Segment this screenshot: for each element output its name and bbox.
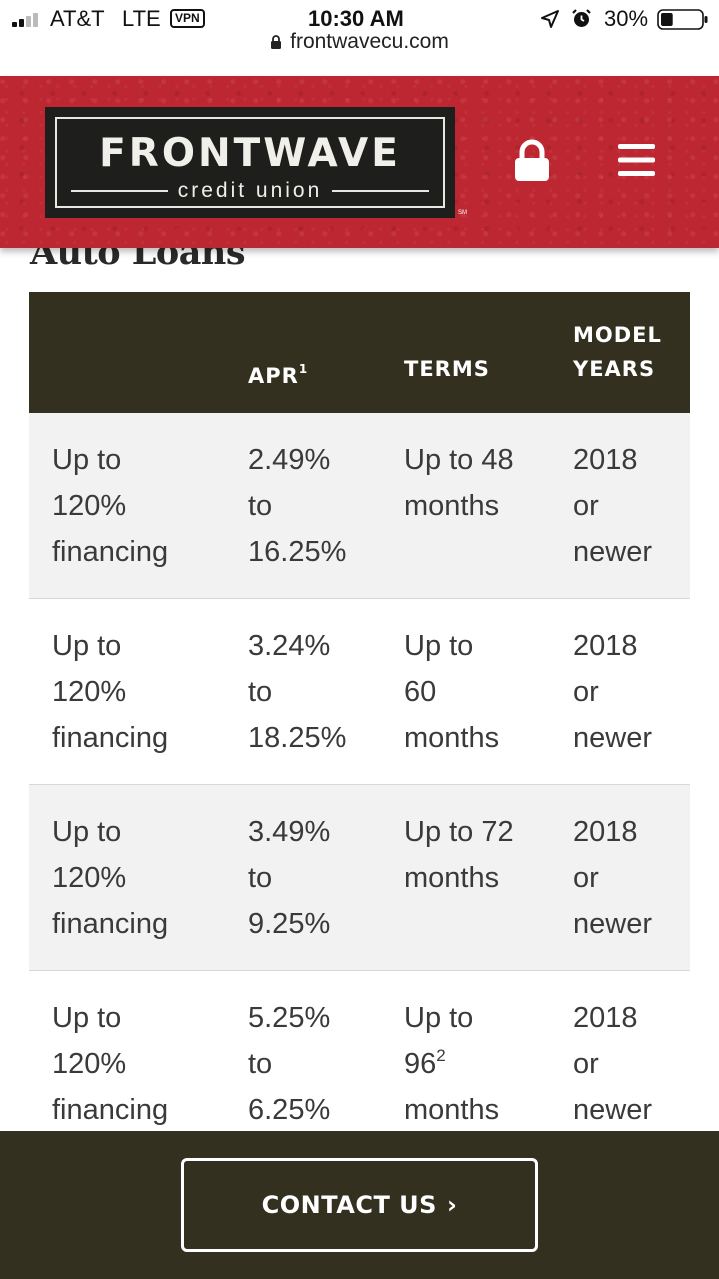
alarm-clock-icon xyxy=(572,9,591,27)
logo-frame: FRONTWAVE credit union xyxy=(55,117,445,208)
status-bar: AT&T LTE VPN 10:30 AM 30% frontwavecu.co… xyxy=(0,0,719,53)
footnote-marker: 2 xyxy=(436,1046,446,1065)
cell-terms: Up to 60 months xyxy=(404,630,500,754)
footnote-marker: 1 xyxy=(298,362,309,376)
table-row: Up to 120% financing 3.24% to 18.25% Up … xyxy=(29,599,690,785)
logo-subtitle-row: credit union xyxy=(71,179,430,203)
contact-bar: CONTACT US › xyxy=(0,1131,719,1279)
logo-rule-right xyxy=(332,190,430,192)
contact-us-label: CONTACT US xyxy=(261,1191,437,1219)
cell-terms: Up to 72 months xyxy=(404,816,514,894)
header-col-terms: TERMS xyxy=(404,357,490,381)
secure-lock-icon xyxy=(271,35,282,49)
table-row: Up to 120% financing 5.25% to 6.25% Up t… xyxy=(29,971,690,1157)
table-header-row: APR1 TERMS MODEL YEARS xyxy=(29,292,690,413)
logo-rule-left xyxy=(71,190,168,192)
cell-terms-text: Up to 96 xyxy=(404,1002,474,1080)
cell-model-years: 2018 or newer xyxy=(573,630,652,754)
cell-financing: Up to 120% financing xyxy=(52,444,169,568)
contact-us-button[interactable]: CONTACT US › xyxy=(181,1158,538,1252)
table-row: Up to 120% financing 2.49% to 16.25% Up … xyxy=(29,413,690,599)
url-bar[interactable]: frontwavecu.com xyxy=(0,30,719,60)
header-col-model-years: MODEL YEARS xyxy=(573,323,662,381)
battery-icon xyxy=(657,9,708,30)
hamburger-menu-icon[interactable] xyxy=(618,143,655,177)
chevron-right-icon: › xyxy=(446,1191,458,1219)
cell-terms: Up to 962 months xyxy=(404,995,499,1133)
clock: 10:30 AM xyxy=(308,6,404,31)
cell-model-years: 2018 or newer xyxy=(573,444,652,568)
header-col-apr: APR1 xyxy=(248,352,308,393)
cell-terms: Up to 48 months xyxy=(404,444,514,522)
site-header: FRONTWAVE credit union SM xyxy=(0,76,719,248)
lock-icon[interactable] xyxy=(513,139,551,183)
cell-financing: Up to 120% financing xyxy=(52,630,169,754)
url-text: frontwavecu.com xyxy=(290,30,449,53)
header-apr-label: APR xyxy=(248,364,299,388)
vpn-badge: VPN xyxy=(170,9,205,28)
logo-wordmark: FRONTWAVE xyxy=(99,131,401,176)
cell-model-years: 2018 or newer xyxy=(573,1002,652,1126)
battery-percent: 30% xyxy=(604,6,649,31)
cell-terms-unit: months xyxy=(404,1094,500,1126)
cell-financing: Up to 120% financing xyxy=(52,1002,169,1126)
cell-apr: 3.24% to 18.25% xyxy=(248,630,347,754)
table-row: Up to 120% financing 3.49% to 9.25% Up t… xyxy=(29,785,690,971)
cell-apr: 5.25% to 6.25% xyxy=(248,1002,331,1126)
cell-model-years: 2018 or newer xyxy=(573,816,652,940)
network-label: LTE xyxy=(122,6,161,31)
cell-financing: Up to 120% financing xyxy=(52,816,169,940)
service-mark: SM xyxy=(458,210,467,216)
location-arrow-icon xyxy=(541,10,559,28)
cell-apr: 2.49% to 16.25% xyxy=(248,444,347,568)
carrier-label: AT&T xyxy=(50,6,105,31)
logo-subtitle: credit union xyxy=(177,179,323,202)
cell-apr: 3.49% to 9.25% xyxy=(248,816,331,940)
frontwave-logo[interactable]: FRONTWAVE credit union xyxy=(45,107,455,218)
signal-strength-icon xyxy=(12,13,38,27)
